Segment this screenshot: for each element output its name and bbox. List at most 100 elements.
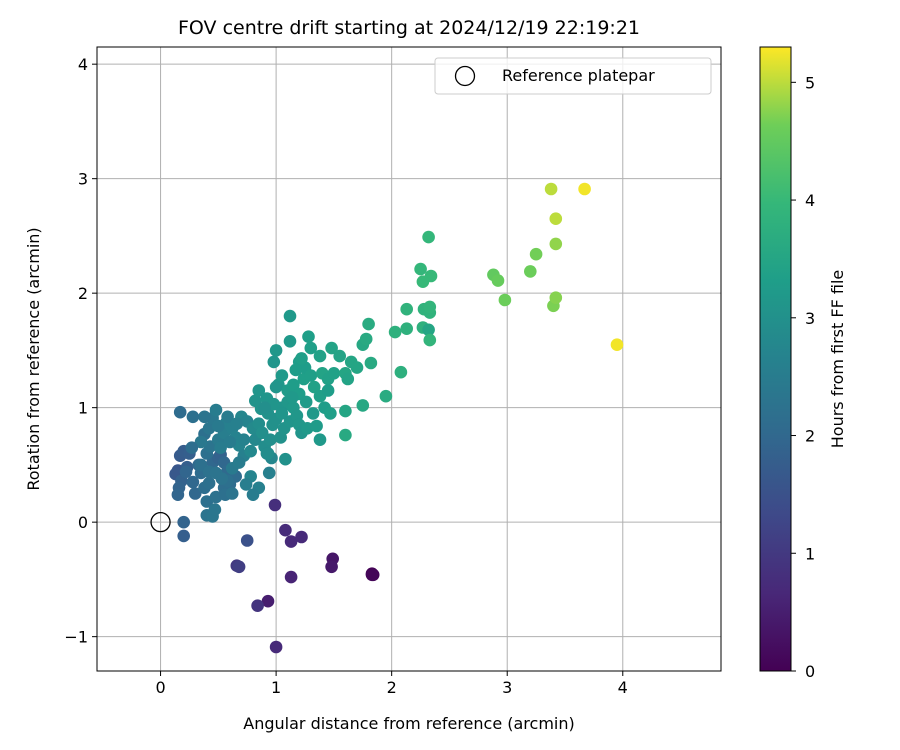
- data-point: [283, 335, 297, 348]
- y-axis-label: Rotation from reference (arcmin): [24, 227, 43, 490]
- data-point: [362, 317, 375, 331]
- data-point: [423, 300, 437, 314]
- data-point: [610, 338, 624, 352]
- data-point: [350, 361, 364, 374]
- data-point: [306, 407, 320, 420]
- data-point: [307, 380, 321, 394]
- colorbar: 0 1 2 3 4 5 Hours from first FF file: [759, 46, 847, 681]
- data-point: [179, 465, 193, 479]
- colorbar-tick-label: 3: [805, 309, 815, 328]
- data-point: [258, 401, 271, 415]
- data-point: [214, 441, 227, 455]
- y-tick-label: 1: [78, 399, 88, 418]
- plot-frame: [96, 46, 722, 672]
- reference-marker: [150, 512, 171, 533]
- data-point: [394, 365, 408, 379]
- colorbar-tick-label: 2: [805, 427, 815, 446]
- data-point: [275, 407, 289, 420]
- data-points: [169, 182, 624, 654]
- y-tick-label: 3: [78, 170, 88, 189]
- data-point: [221, 410, 234, 424]
- data-point: [212, 419, 225, 433]
- x-tick-label: 4: [618, 678, 628, 697]
- data-point: [287, 378, 300, 392]
- data-point: [246, 488, 260, 502]
- data-point: [313, 433, 327, 447]
- legend-box: [434, 57, 712, 95]
- data-point: [186, 410, 200, 424]
- data-point: [339, 428, 352, 442]
- data-point: [261, 594, 275, 608]
- data-point: [208, 503, 222, 516]
- data-point: [223, 435, 237, 449]
- data-point: [302, 330, 315, 344]
- data-point: [365, 568, 379, 582]
- data-point: [269, 640, 283, 654]
- data-point: [333, 349, 347, 363]
- data-point: [232, 456, 246, 469]
- data-point: [230, 417, 244, 431]
- y-tick-label: 4: [78, 55, 88, 74]
- data-point: [262, 466, 276, 480]
- data-point: [237, 433, 251, 447]
- data-point: [491, 274, 505, 287]
- data-point: [225, 487, 239, 500]
- x-axis-label: Angular distance from reference (arcmin): [243, 714, 574, 733]
- data-point: [422, 230, 435, 244]
- data-point: [400, 302, 414, 316]
- data-point: [325, 560, 338, 574]
- data-point: [269, 380, 283, 394]
- data-point: [198, 410, 211, 424]
- data-point: [186, 475, 200, 489]
- data-point: [171, 488, 185, 502]
- data-point: [275, 369, 289, 382]
- data-point: [289, 363, 303, 377]
- data-point: [356, 399, 370, 412]
- data-point: [400, 322, 414, 336]
- data-point: [286, 391, 299, 404]
- reference-point: [150, 512, 171, 533]
- data-point: [284, 570, 298, 584]
- data-point: [267, 355, 281, 369]
- data-point: [188, 487, 202, 500]
- data-point: [279, 452, 292, 466]
- y-tick-label: −1: [64, 628, 88, 647]
- data-point: [268, 498, 282, 512]
- data-point: [232, 560, 246, 574]
- data-point: [422, 323, 435, 337]
- y-axis-ticks: −1 0 1 2 3 4: [64, 55, 97, 647]
- y-tick-label: 2: [78, 284, 88, 303]
- chart-title: FOV centre drift starting at 2024/12/19 …: [178, 17, 640, 39]
- data-point: [202, 476, 216, 490]
- data-point: [364, 356, 378, 370]
- data-point: [240, 534, 254, 547]
- legend-marker: [454, 65, 476, 87]
- data-point: [524, 265, 537, 278]
- x-axis-ticks: 0 1 2 3 4: [155, 671, 628, 697]
- colorbar-tick-label: 4: [805, 191, 815, 210]
- data-point: [279, 523, 292, 537]
- legend: Reference platepar: [434, 57, 712, 95]
- data-point: [339, 404, 352, 418]
- data-point: [379, 389, 393, 403]
- data-point: [215, 472, 229, 485]
- data-point: [578, 182, 591, 196]
- data-point: [252, 384, 266, 397]
- data-point: [423, 333, 437, 347]
- data-point: [194, 435, 208, 449]
- data-point: [424, 269, 438, 283]
- data-point: [264, 433, 277, 447]
- colorbar-tick-label: 0: [805, 662, 815, 681]
- data-point: [177, 529, 190, 543]
- data-point: [251, 599, 264, 612]
- data-point: [299, 395, 313, 409]
- data-point: [284, 535, 298, 548]
- legend-label: Reference platepar: [502, 66, 655, 85]
- x-tick-label: 1: [271, 678, 281, 697]
- data-point: [244, 444, 257, 458]
- data-point: [239, 478, 253, 491]
- data-point: [173, 405, 187, 419]
- data-point: [549, 212, 563, 225]
- data-point: [304, 341, 318, 355]
